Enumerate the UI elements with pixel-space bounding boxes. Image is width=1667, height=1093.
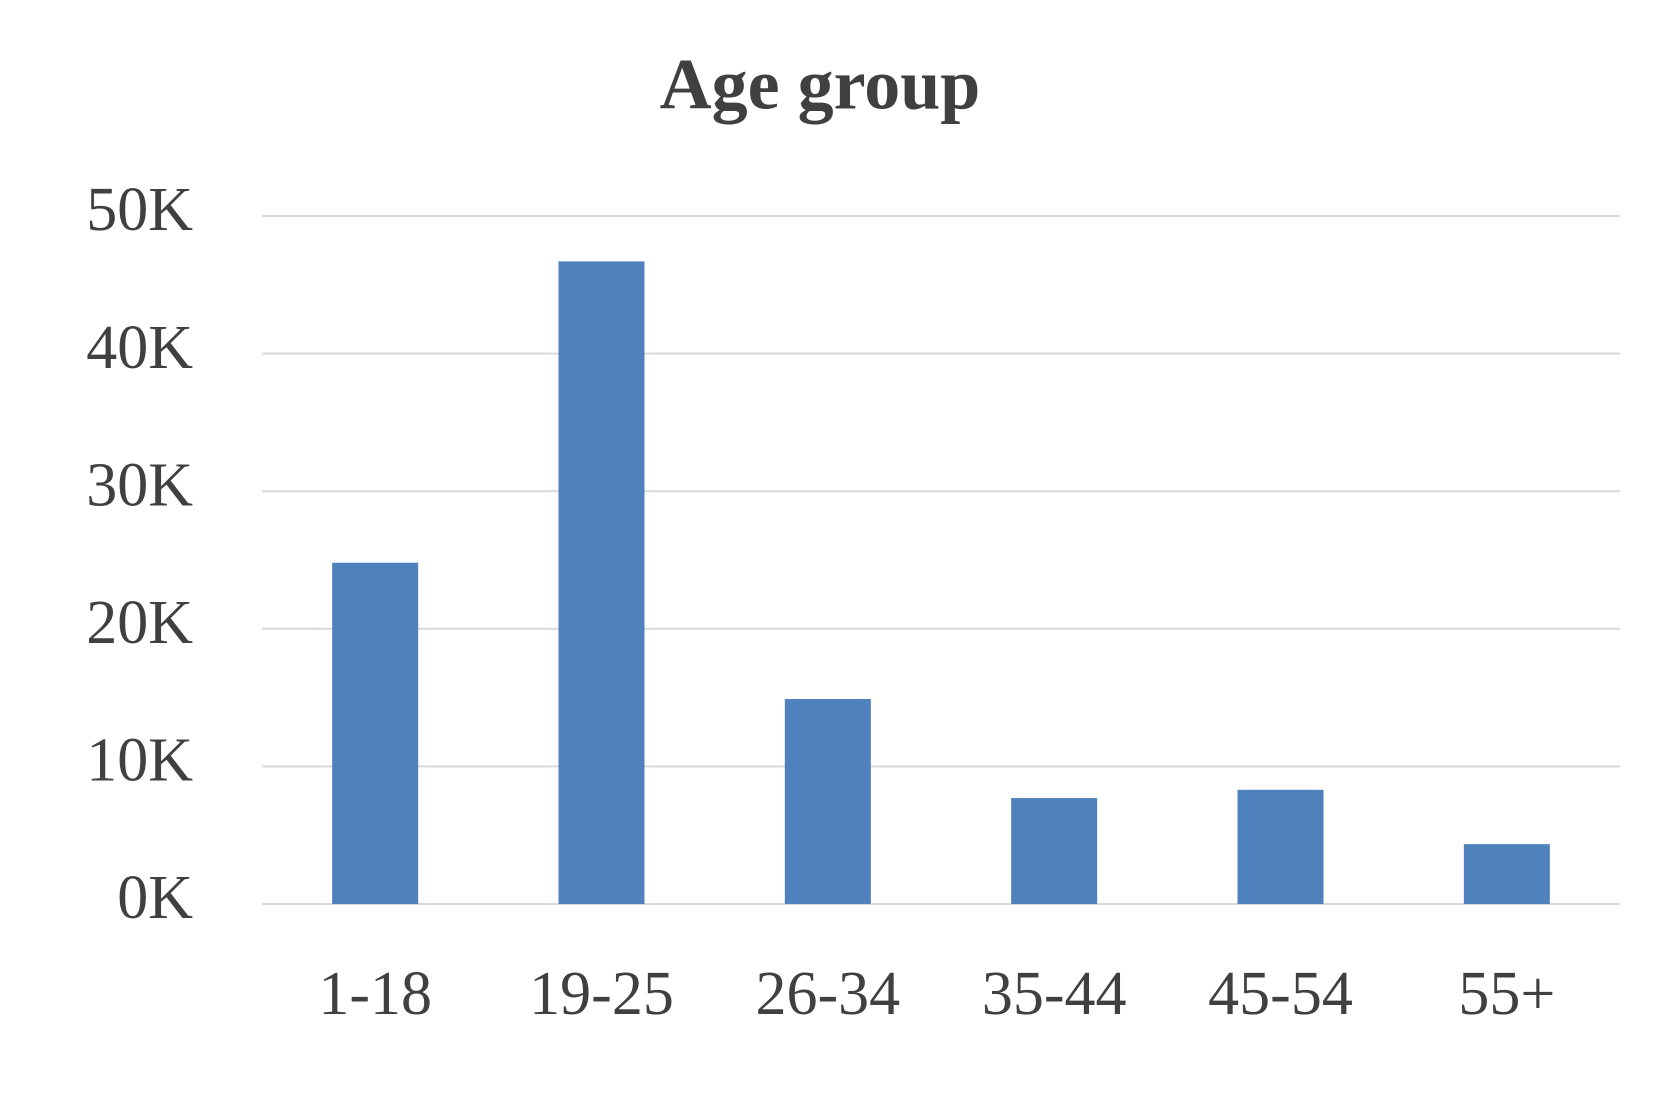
- y-tick-label: 40K: [86, 314, 193, 382]
- y-tick-label: 50K: [86, 176, 193, 244]
- bar: [1463, 844, 1550, 904]
- bar: [784, 698, 871, 904]
- x-tick-label: 45-54: [1208, 960, 1353, 1028]
- bar: [558, 261, 645, 905]
- y-tick-label: 30K: [86, 451, 193, 519]
- y-tick-label: 20K: [86, 589, 193, 657]
- x-tick-label: 1-18: [318, 960, 432, 1028]
- bar: [1011, 798, 1098, 904]
- y-tick-label: 10K: [86, 727, 193, 795]
- chart-title: Age group: [660, 45, 981, 125]
- x-tick-label: 19-25: [529, 960, 674, 1028]
- bar: [332, 562, 419, 904]
- x-tick-label: 26-34: [756, 960, 901, 1028]
- bar: [1237, 789, 1324, 904]
- y-tick-label: 0K: [117, 864, 193, 932]
- x-tick-label: 55+: [1458, 960, 1555, 1028]
- x-tick-label: 35-44: [982, 960, 1127, 1028]
